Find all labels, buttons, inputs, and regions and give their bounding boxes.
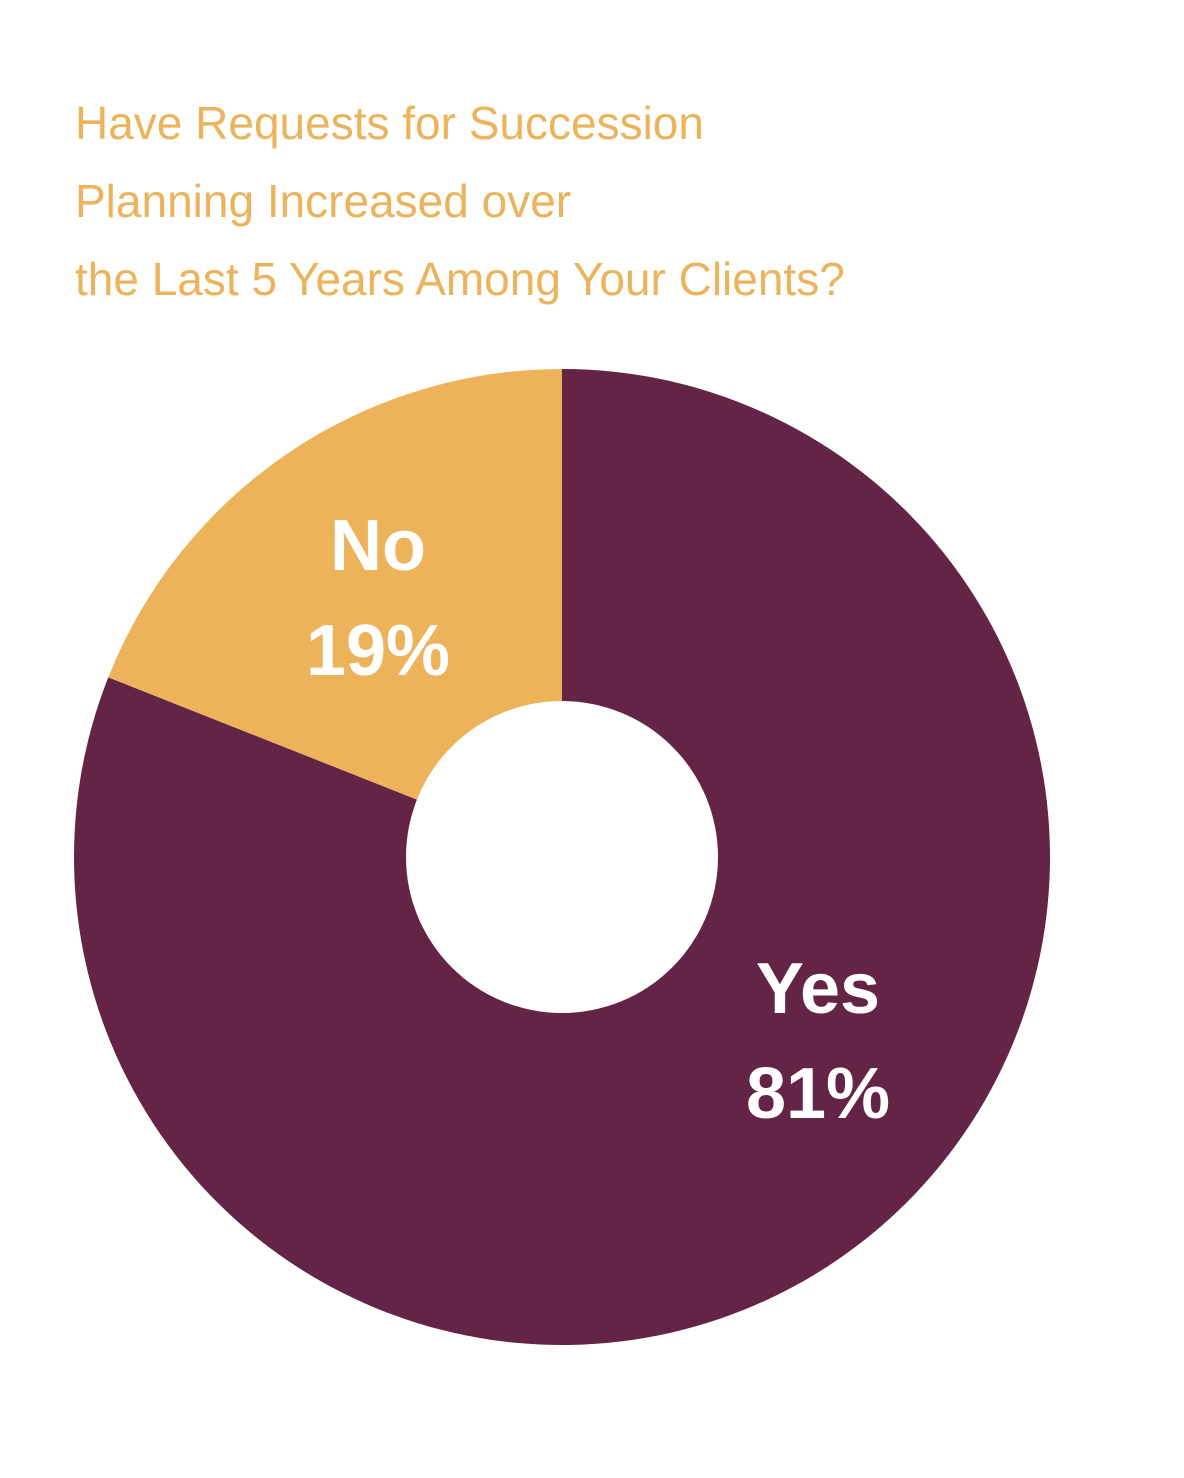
chart-title: Have Requests for Succession Planning In…	[75, 84, 1125, 318]
slice-value-no: 19%	[306, 611, 450, 691]
slice-label-yes: Yes	[756, 949, 880, 1029]
slice-value-yes: 81%	[746, 1054, 890, 1134]
slice-no	[108, 369, 563, 857]
slice-label-no: No	[330, 506, 426, 586]
chart-title-line-1: Have Requests for Succession	[75, 97, 704, 149]
donut-hole	[406, 701, 718, 1013]
chart-title-line-3: the Last 5 Years Among Your Clients?	[75, 253, 845, 305]
chart-title-line-2: Planning Increased over	[75, 175, 572, 227]
